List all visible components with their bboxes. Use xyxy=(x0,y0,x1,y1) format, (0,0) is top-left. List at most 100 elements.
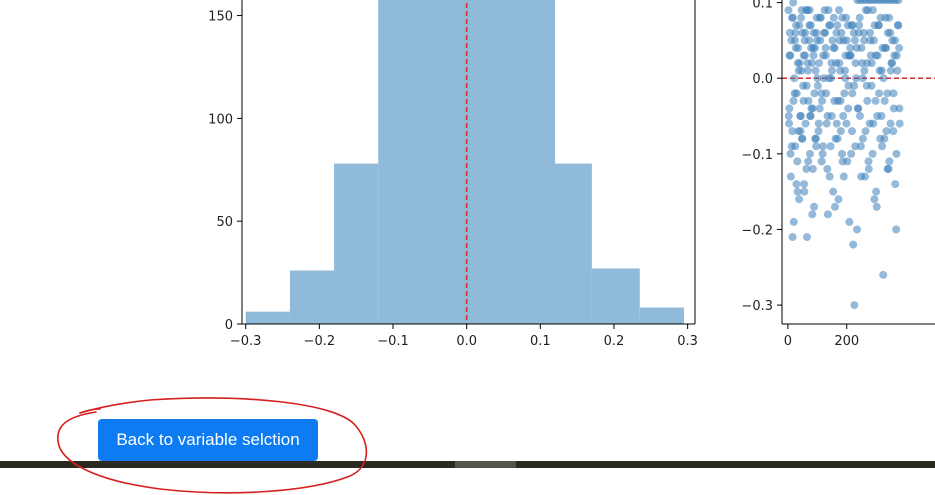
scatter-point xyxy=(833,134,842,143)
scatter-point xyxy=(858,134,867,143)
scatter-point xyxy=(854,104,863,113)
scatter-point xyxy=(828,66,837,75)
scatter-point xyxy=(788,233,797,242)
y-tick-label: 0.0 xyxy=(752,72,773,87)
x-tick-label: −0.1 xyxy=(377,334,409,349)
scatter-point xyxy=(836,96,845,105)
scrollbar-thumb[interactable] xyxy=(455,461,516,468)
scatter-point xyxy=(794,127,803,136)
scatter-point xyxy=(784,112,793,121)
scatter-point xyxy=(810,89,819,98)
scatter-point xyxy=(859,28,868,37)
scatter-point xyxy=(789,96,798,105)
scatter-point xyxy=(851,142,860,151)
scatter-point xyxy=(889,89,898,98)
scatter-point xyxy=(797,66,806,75)
scatter-point xyxy=(786,172,795,181)
scatter-point xyxy=(885,157,894,166)
histogram-bar xyxy=(591,268,640,324)
scatter-point xyxy=(799,96,808,105)
x-tick-label: 0.1 xyxy=(530,334,551,349)
scatter-point xyxy=(803,66,812,75)
scatter-point xyxy=(787,142,796,151)
scatter-point xyxy=(842,13,851,22)
scatter-point xyxy=(800,187,809,196)
scatter-point xyxy=(838,149,847,158)
scatter-point xyxy=(792,180,801,189)
scatter-point xyxy=(856,142,865,151)
scatter-point xyxy=(835,36,844,45)
scatter-point xyxy=(797,6,806,15)
scatter-point xyxy=(883,164,892,173)
scatter-point xyxy=(882,43,891,52)
scatter-point xyxy=(793,157,802,166)
scatter-point xyxy=(879,270,888,279)
scatter-point xyxy=(788,127,797,136)
scatter-point xyxy=(855,21,864,30)
scatter-point xyxy=(840,66,849,75)
horizontal-scrollbar[interactable] xyxy=(0,461,935,468)
scatter-point xyxy=(793,187,802,196)
y-tick-label: −0.3 xyxy=(741,299,773,314)
scatter-point xyxy=(863,96,872,105)
scatter-point xyxy=(886,28,895,37)
scatter-point xyxy=(818,142,827,151)
scatter-point xyxy=(820,28,829,37)
scatter-point xyxy=(800,36,809,45)
scatter-chart: 0 200 0.1 0.0 −0.1 −0.2 −0.3 xyxy=(741,0,935,349)
scatter-point xyxy=(809,51,818,60)
scatter-point xyxy=(798,134,807,143)
scatter-point xyxy=(868,6,877,15)
scatter-point xyxy=(890,51,899,60)
scatter-point xyxy=(847,21,856,30)
scatter-point xyxy=(849,28,858,37)
scatter-point xyxy=(829,187,838,196)
scatter-point xyxy=(810,202,819,211)
scatter-point xyxy=(844,81,853,90)
scatter-point xyxy=(817,89,826,98)
scatter-point xyxy=(848,127,857,136)
scatter-point xyxy=(878,142,887,151)
scatter-point xyxy=(799,51,808,60)
scatter-point xyxy=(893,21,902,30)
scatter-point xyxy=(891,180,900,189)
scatter-point xyxy=(832,119,841,128)
scatter-point xyxy=(892,225,901,234)
scatter-point xyxy=(789,0,798,7)
x-tick-label: 0.3 xyxy=(677,334,698,349)
scatter-point xyxy=(825,172,834,181)
y-tick-label: 0.1 xyxy=(752,0,773,12)
scatter-point xyxy=(812,28,821,37)
scatter-point xyxy=(846,43,855,52)
scatter-point xyxy=(785,28,794,37)
scatter-point xyxy=(841,74,850,83)
scatter-point xyxy=(880,96,889,105)
scatter-point xyxy=(889,104,898,113)
scatter-point xyxy=(895,104,904,113)
x-tick-label: 0.0 xyxy=(456,334,477,349)
scatter-point xyxy=(836,127,845,136)
scatter-point xyxy=(837,28,846,37)
scatter-point xyxy=(872,187,881,196)
scatter-point xyxy=(839,112,848,121)
scatter-point xyxy=(822,119,831,128)
scatter-point xyxy=(811,134,820,143)
scatter-point xyxy=(876,134,885,143)
scatter-point xyxy=(791,28,800,37)
scatter-point xyxy=(790,89,799,98)
scatter-point xyxy=(815,13,824,22)
scatter-point xyxy=(808,164,817,173)
scatter-point xyxy=(823,164,832,173)
scatter-point xyxy=(851,59,860,68)
scatter-point xyxy=(830,202,839,211)
scatter-point xyxy=(785,51,794,60)
x-tick-label: 200 xyxy=(834,334,859,349)
scatter-point xyxy=(886,119,895,128)
scatter-point xyxy=(830,96,839,105)
scatter-point xyxy=(855,13,864,22)
scatter-point xyxy=(800,180,809,189)
back-to-variable-selection-button[interactable]: Back to variable selction xyxy=(98,419,318,461)
x-tick-label: −0.2 xyxy=(304,334,336,349)
annotation-stroke-tail xyxy=(79,408,101,414)
